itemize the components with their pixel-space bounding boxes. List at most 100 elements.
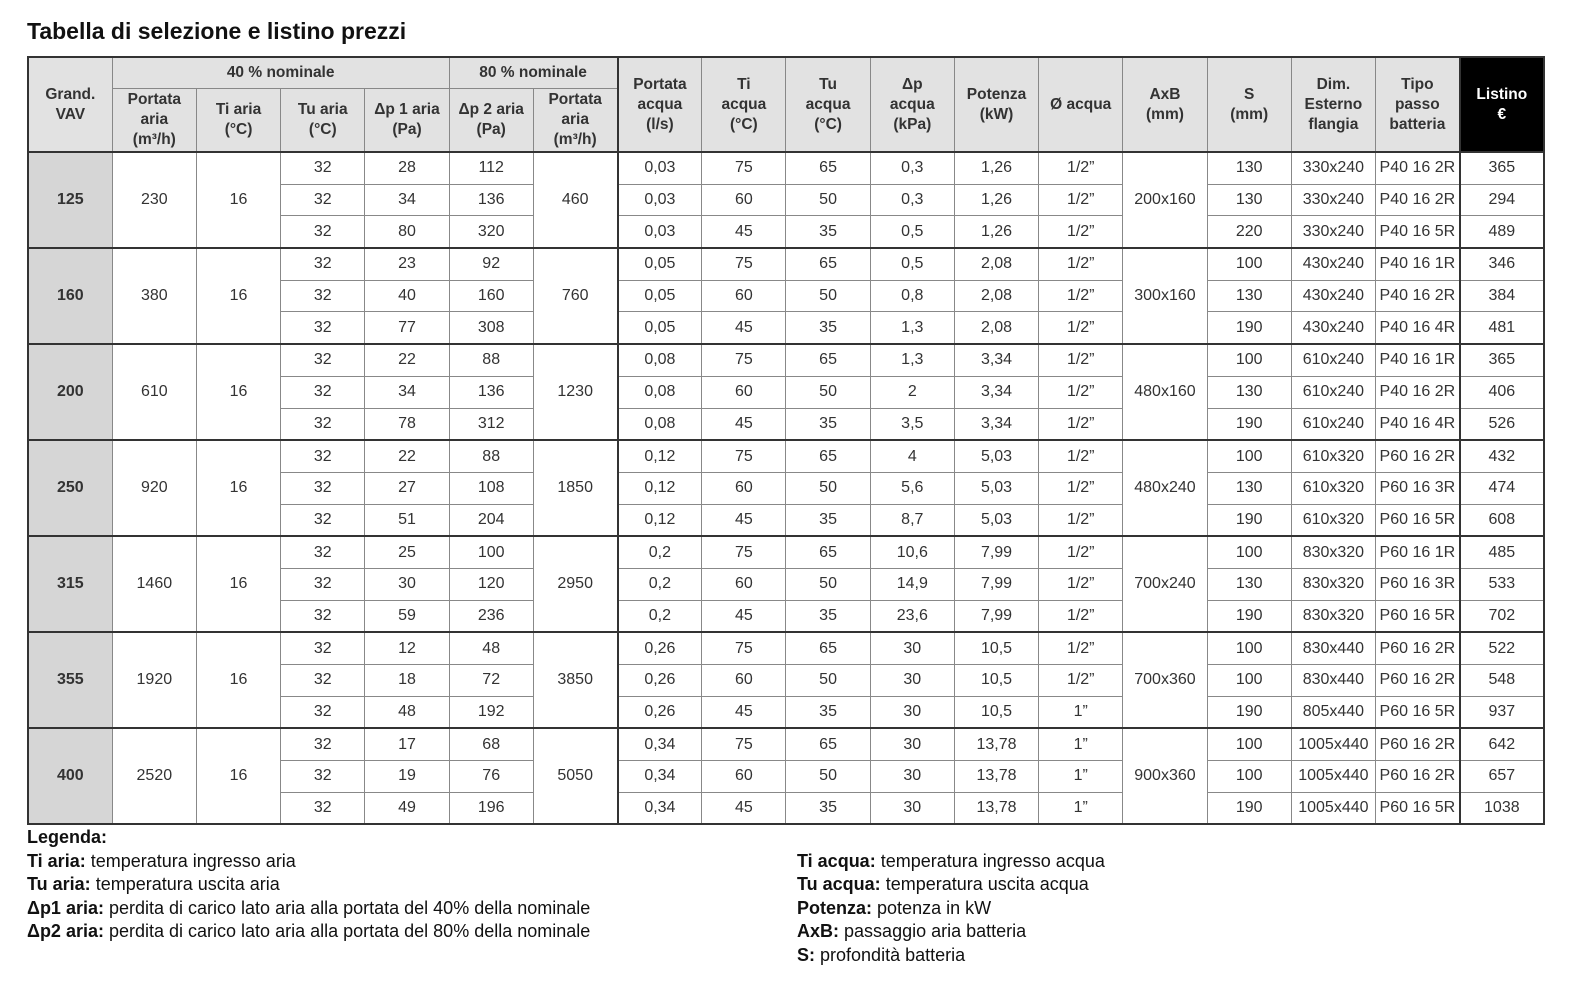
cell: 610x240 [1290, 343, 1377, 377]
size-cell: 200 [27, 343, 113, 441]
cell: 346 [1458, 247, 1545, 281]
cell: 80 [364, 215, 450, 249]
cell: 16 [195, 150, 282, 249]
cell: 300x160 [1122, 247, 1208, 345]
table-row: 32 48 192 0,26 45 35 30 10,5 1” 190 805x440 P60 16 … [28, 695, 1545, 729]
cell: 30 [364, 567, 450, 601]
cell: P60 16 2R [1374, 727, 1461, 762]
cell: 1/2” [1038, 664, 1124, 697]
cell: 50 [785, 375, 871, 409]
legend-left: Legenda: Ti aria: temperatura ingresso a… [27, 826, 590, 944]
cell: 32 [280, 311, 366, 345]
cell: 75 [701, 150, 787, 185]
cell: 2950 [532, 535, 619, 633]
cell: 0,26 [616, 664, 703, 697]
cell: 0,2 [616, 599, 703, 633]
cell: 0,12 [616, 471, 703, 505]
cell: 0,12 [616, 503, 703, 537]
cell: 30 [869, 760, 955, 793]
cell: 88 [448, 343, 534, 377]
cell: 0,2 [616, 567, 703, 601]
cell: 32 [280, 631, 366, 666]
cell: 0,05 [616, 279, 703, 313]
table-body: 125 230 16 32 28 112 460 0,03 75 65 0,3 1,26 1/2” 200… [27, 150, 1545, 825]
cell: 13,78 [953, 791, 1040, 825]
cell: 100 [1206, 760, 1292, 793]
cell: 65 [785, 150, 871, 185]
cell: 610x320 [1290, 439, 1377, 473]
cell: 30 [869, 791, 955, 825]
table-row: 125 230 16 32 28 112 460 0,03 75 65 0,3 1,26 1/2” 200… [27, 150, 1545, 249]
legend-title-text: Legenda: [27, 827, 108, 847]
cell: 380 [111, 247, 197, 345]
cell: 190 [1206, 407, 1292, 441]
cell: 3,5 [869, 407, 955, 441]
column-header: Tu acqua (°C) [785, 56, 871, 153]
cell: 32 [280, 503, 366, 537]
cell: 16 [195, 535, 282, 633]
cell: 0,03 [616, 215, 703, 249]
cell: 7,99 [953, 567, 1040, 601]
cell: 1,3 [869, 311, 955, 345]
size-cell: 125 [27, 150, 113, 249]
cell: 610x240 [1290, 407, 1377, 441]
cell: 75 [701, 727, 787, 762]
table-row: 32 34 136 0,03 60 50 0,3 1,26 1/2” 130 330x240 P40 … [28, 183, 1545, 217]
cell: 330x240 [1290, 183, 1377, 217]
cell: 1/2” [1038, 311, 1124, 345]
table-row: 200 610 16 32 22 88 1230 0,08 75 65 1,3 3,34 1/2” 480… [27, 343, 1545, 441]
cell: 100 [1206, 727, 1292, 762]
table-row: 32 27 108 0,12 60 50 5,6 5,03 1/2” 130 610x320 P60 … [28, 471, 1545, 505]
cell: 830x320 [1290, 567, 1377, 601]
column-header: Δp 1 aria (Pa) [364, 88, 450, 153]
legend-term: Tu acqua: [797, 874, 881, 895]
cell: 32 [280, 183, 366, 217]
table-row: 32 34 136 0,08 60 50 2 3,34 1/2” 130 610x240 P40 16… [28, 375, 1545, 409]
cell: 320 [448, 215, 534, 249]
cell: 13,78 [953, 727, 1040, 762]
column-header: Listino € [1458, 56, 1545, 153]
cell: 130 [1206, 471, 1292, 505]
header-row: Grand. VAV 40 % nominale 80 % nominale Port… [27, 56, 1545, 153]
cell: 2,08 [953, 247, 1040, 281]
cell: 88 [448, 439, 534, 473]
legend-term: S: [797, 944, 815, 965]
cell: 432 [1458, 439, 1545, 473]
cell: 0,03 [616, 183, 703, 217]
legend-term: Ti acqua: [797, 850, 876, 871]
column-header: AxB (mm) [1122, 56, 1208, 153]
cell: 22 [364, 439, 450, 473]
table-row: 32 78 312 0,08 45 35 3,5 3,34 1/2” 190 610x240 P40 … [28, 407, 1545, 441]
cell: 35 [785, 311, 871, 345]
cell: 2520 [111, 727, 197, 825]
cell: 16 [195, 343, 282, 441]
cell: 35 [785, 215, 871, 249]
group-header: 40 % nominale [111, 56, 450, 89]
table-row: 32 59 236 0,2 45 35 23,6 7,99 1/2” 190 830x320 P60 … [28, 599, 1545, 633]
column-header: Ti acqua (°C) [701, 56, 787, 153]
cell: 75 [701, 247, 787, 281]
cell: 0,08 [616, 375, 703, 409]
table-row: 32 19 76 0,34 60 50 30 13,78 1” 100 1005x440 P60 16… [28, 760, 1545, 793]
cell: 830x440 [1290, 664, 1377, 697]
cell: 481 [1458, 311, 1545, 345]
legend-term: Potenza: [797, 897, 873, 918]
cell: 3850 [532, 631, 619, 729]
cell: 204 [448, 503, 534, 537]
column-header: Portata acqua (l/s) [616, 56, 703, 153]
cell: 34 [364, 375, 450, 409]
cell: 5,6 [869, 471, 955, 505]
cell: 16 [195, 439, 282, 537]
cell: 25 [364, 535, 450, 569]
cell: 1/2” [1038, 567, 1124, 601]
cell: 3,34 [953, 343, 1040, 377]
cell: 45 [701, 503, 787, 537]
cell: 657 [1458, 760, 1545, 793]
cell: 51 [364, 503, 450, 537]
cell: 75 [701, 631, 787, 666]
legend-term: Δp1 aria: [27, 897, 104, 918]
cell: P40 16 4R [1374, 311, 1461, 345]
size-cell: 250 [27, 439, 113, 537]
cell: 130 [1206, 279, 1292, 313]
